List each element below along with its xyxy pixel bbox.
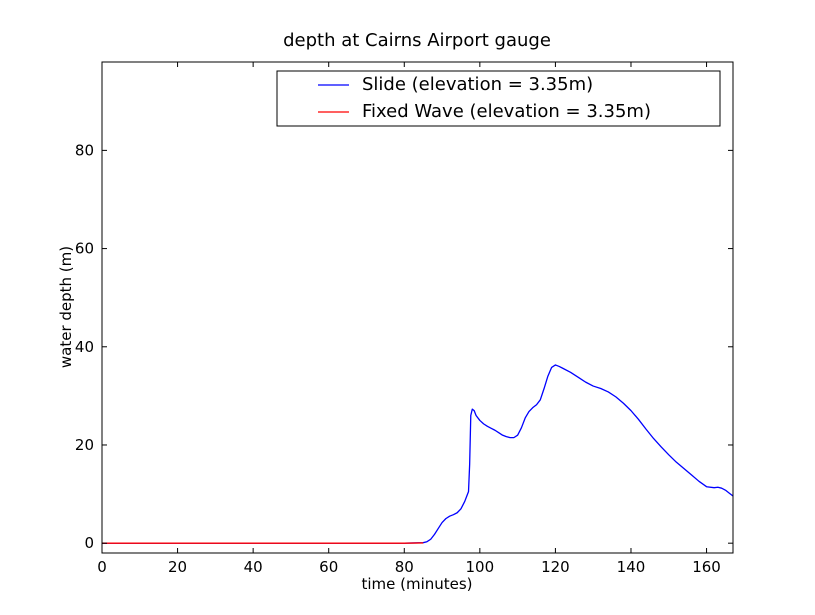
y-axis: 0 20 40 60 80 — [75, 141, 733, 552]
y-tick-label: 20 — [75, 436, 94, 454]
x-tick-label: 40 — [244, 558, 263, 576]
y-axis-label: water depth (m) — [57, 246, 75, 368]
legend: Slide (elevation = 3.35m) Fixed Wave (el… — [276, 70, 721, 127]
x-axis: 0 20 40 60 80 100 120 140 160 — [97, 62, 721, 576]
x-tick-label: 120 — [541, 558, 570, 576]
y-tick-label: 60 — [75, 240, 94, 258]
legend-label-slide: Slide (elevation = 3.35m) — [362, 74, 593, 95]
x-tick-label: 60 — [319, 558, 338, 576]
y-tick-label: 80 — [75, 141, 94, 159]
x-tick-label: 80 — [395, 558, 414, 576]
x-tick-label: 0 — [97, 558, 107, 576]
series-layer — [102, 364, 733, 544]
x-tick-label: 100 — [466, 558, 495, 576]
x-tick-label: 20 — [168, 558, 187, 576]
x-axis-label: time (minutes) — [361, 575, 472, 593]
chart-title: depth at Cairns Airport gauge — [283, 30, 551, 51]
plot-frame — [101, 61, 734, 554]
y-tick-label: 0 — [84, 534, 94, 552]
legend-label-fixed-wave: Fixed Wave (elevation = 3.35m) — [362, 101, 651, 122]
x-tick-label: 160 — [692, 558, 721, 576]
y-tick-label: 40 — [75, 338, 94, 356]
series-line-slide — [102, 364, 733, 544]
x-tick-label: 140 — [617, 558, 646, 576]
legend-box — [276, 70, 721, 127]
